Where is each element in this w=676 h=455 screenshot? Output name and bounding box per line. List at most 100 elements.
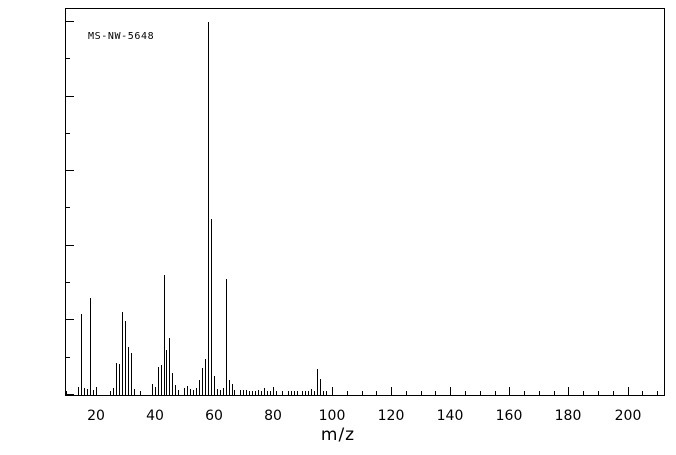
y-axis-major-tick <box>65 96 74 97</box>
x-axis-tick-label: 80 <box>264 408 282 424</box>
spectrum-peak <box>193 389 194 395</box>
spectrum-peak <box>131 352 132 395</box>
spectrum-peak <box>294 391 295 395</box>
x-axis-minor-tick <box>302 391 303 396</box>
plot-area <box>66 9 664 395</box>
x-axis-tick-label: 40 <box>146 408 164 424</box>
spectrum-peak <box>84 387 85 395</box>
x-axis-minor-tick <box>657 391 658 396</box>
spectrum-peak <box>276 391 277 395</box>
x-axis-minor-tick <box>199 391 200 396</box>
x-axis-minor-tick <box>376 391 377 396</box>
spectrum-peak <box>205 359 206 395</box>
spectrum-peak <box>196 387 197 395</box>
x-axis-minor-tick <box>110 391 111 396</box>
x-axis-major-tick <box>628 387 629 396</box>
spectrum-peak <box>166 350 167 395</box>
spectrum-peak <box>229 380 230 395</box>
x-axis-minor-tick <box>465 391 466 396</box>
x-axis-tick-label: 20 <box>87 408 105 424</box>
x-axis-tick-label: 120 <box>377 408 405 424</box>
spectrum-peak <box>261 391 262 395</box>
x-axis-minor-tick <box>421 391 422 396</box>
y-axis-major-tick <box>65 394 74 395</box>
spectrum-peak <box>134 389 135 395</box>
x-axis-tick-label: 200 <box>614 408 642 424</box>
spectrum-peak <box>305 391 306 395</box>
y-axis-minor-tick <box>65 207 70 208</box>
x-axis-minor-tick <box>243 391 244 396</box>
spectrum-peak <box>172 372 173 395</box>
x-axis-minor-tick <box>229 391 230 396</box>
spectrum-peak <box>87 389 88 395</box>
spectrum-peak <box>169 338 170 395</box>
spectrum-peak <box>311 389 312 395</box>
y-axis-major-tick <box>65 319 74 320</box>
spectrum-peak <box>314 391 315 395</box>
x-axis-tick-label: 60 <box>205 408 223 424</box>
x-axis-minor-tick <box>480 391 481 396</box>
spectrum-peak <box>199 380 200 395</box>
spectrum-peak <box>232 383 233 395</box>
x-axis-minor-tick <box>362 391 363 396</box>
x-axis-major-tick <box>568 387 569 396</box>
x-axis-major-tick <box>214 387 215 396</box>
spectrum-peak <box>282 391 283 395</box>
spectrum-peak <box>240 390 241 395</box>
spectrum-peak <box>175 384 176 395</box>
x-axis-tick-label: 160 <box>495 408 523 424</box>
spectrum-peak <box>267 391 268 395</box>
y-axis-minor-tick <box>65 133 70 134</box>
x-axis-minor-tick <box>317 391 318 396</box>
x-axis-major-tick <box>509 387 510 396</box>
spectrum-peak <box>81 313 82 395</box>
spectrum-peak <box>190 389 191 395</box>
x-axis-major-tick <box>96 387 97 396</box>
spectrum-peak <box>214 376 215 395</box>
x-axis-minor-tick <box>554 391 555 396</box>
spectrum-peak <box>152 383 153 395</box>
spectrum-peak <box>252 391 253 395</box>
x-axis-major-tick <box>450 387 451 396</box>
x-axis-minor-tick <box>524 391 525 396</box>
spectrum-peak <box>211 218 212 395</box>
spectrum-peak <box>158 367 159 395</box>
spectrum-peak <box>297 390 298 395</box>
x-axis-major-tick <box>391 387 392 396</box>
spectrum-peak <box>223 387 224 395</box>
spectrum-peak <box>220 389 221 395</box>
x-axis-minor-tick <box>435 391 436 396</box>
y-axis-major-tick <box>65 170 74 171</box>
x-axis-tick-label: 180 <box>554 408 582 424</box>
x-axis-minor-tick <box>66 391 67 396</box>
spectrum-peak <box>264 387 265 395</box>
x-axis-minor-tick <box>184 391 185 396</box>
spectrum-peak <box>317 368 318 395</box>
x-axis-major-tick <box>332 387 333 396</box>
x-axis-minor-tick <box>347 391 348 396</box>
x-axis-minor-tick <box>288 391 289 396</box>
x-axis-minor-tick <box>495 391 496 396</box>
x-axis-minor-tick <box>642 391 643 396</box>
y-axis-title: Relative Intensity <box>0 0 14 36</box>
spectrum-peak <box>234 389 235 395</box>
x-axis-minor-tick <box>169 391 170 396</box>
x-axis-minor-tick <box>258 391 259 396</box>
x-axis-major-tick <box>155 387 156 396</box>
x-axis-minor-tick <box>406 391 407 396</box>
y-axis-major-tick <box>65 245 74 246</box>
spectrum-peak <box>208 21 209 395</box>
x-axis-tick-label: 100 <box>318 408 346 424</box>
x-axis-minor-tick <box>598 391 599 396</box>
spectrum-peak <box>291 391 292 395</box>
y-axis-major-tick <box>65 21 74 22</box>
y-axis-minor-tick <box>65 357 70 358</box>
spectrum-peak <box>128 346 129 395</box>
y-axis-minor-tick <box>65 58 70 59</box>
spectrum-peak <box>161 365 162 395</box>
spectrum-peak <box>326 391 327 395</box>
spectrum-peak <box>90 297 91 395</box>
y-axis-title-text: Relative Intensity <box>0 0 16 36</box>
